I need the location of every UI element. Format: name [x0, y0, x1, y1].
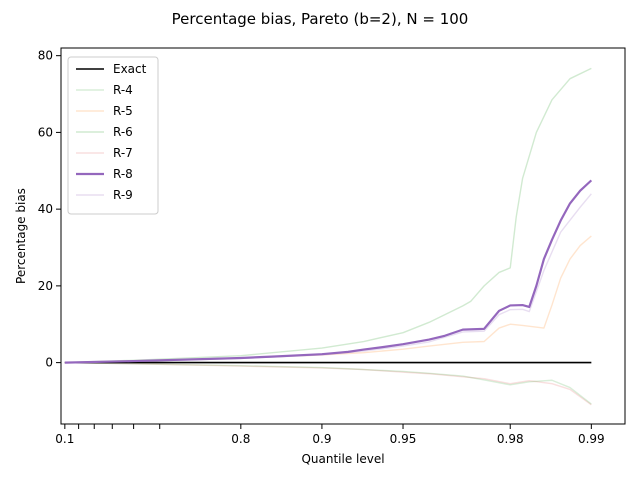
y-tick-label: 40 [38, 202, 53, 216]
x-axis: 0.1 0.8 0.9 0.95 0.98 0.99 [55, 424, 605, 446]
legend-label: R-4 [113, 83, 133, 97]
series-line-r-7 [64, 361, 592, 406]
x-tick-label: 0.95 [390, 432, 417, 446]
legend-label: R-7 [113, 146, 133, 160]
y-tick-label: 80 [38, 49, 53, 63]
series-line-r-6 [64, 67, 592, 364]
y-tick-label: 20 [38, 279, 53, 293]
x-tick-label: 0.9 [312, 432, 331, 446]
plot-frame [60, 47, 626, 425]
chart-title: Percentage bias, Pareto (b=2), N = 100 [172, 10, 469, 28]
plot-area: 0.1 0.8 0.9 0.95 0.98 0.99 0 20 40 60 80 [38, 47, 626, 446]
legend-label: Exact [113, 62, 147, 76]
y-axis-label: Percentage bias [14, 188, 28, 284]
series-line-r-4 [64, 361, 592, 405]
series-layer [64, 67, 593, 406]
legend: Exact R-4 R-5 R-6 R-7 R-8 R-9 [67, 56, 159, 215]
x-tick-label: 0.1 [55, 432, 74, 446]
legend-label: R-8 [113, 167, 133, 181]
legend-label: R-5 [113, 104, 133, 118]
series-line-r-8 [64, 179, 593, 364]
legend-label: R-9 [113, 188, 133, 202]
y-axis: 0 20 40 60 80 [38, 49, 61, 370]
x-tick-label: 0.98 [497, 432, 524, 446]
x-tick-label: 0.99 [578, 432, 605, 446]
legend-label: R-6 [113, 125, 133, 139]
y-tick-label: 60 [38, 125, 53, 139]
x-tick-label: 0.8 [231, 432, 250, 446]
x-axis-label: Quantile level [301, 452, 384, 466]
y-tick-label: 0 [45, 356, 53, 370]
series-line-r-9 [64, 193, 592, 364]
